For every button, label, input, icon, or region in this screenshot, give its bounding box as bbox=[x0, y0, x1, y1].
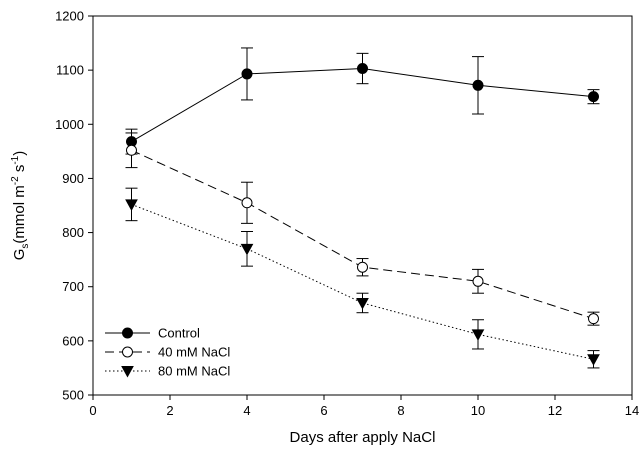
data-point bbox=[125, 199, 138, 211]
legend-item: Control bbox=[105, 326, 200, 341]
data-point bbox=[241, 68, 253, 80]
y-axis-title-sup1: -2 bbox=[10, 176, 21, 185]
x-tick-label: 8 bbox=[397, 403, 404, 418]
data-point bbox=[241, 197, 253, 209]
y-tick-label: 900 bbox=[62, 171, 84, 186]
y-axis-title-unit-mid: s bbox=[11, 165, 28, 177]
series-1 bbox=[125, 47, 600, 155]
data-point bbox=[587, 354, 600, 366]
y-axis-title: Gs(mmol m-2 s-1) bbox=[10, 151, 31, 260]
x-axis-title: Days after apply NaCl bbox=[290, 429, 436, 446]
x-tick-label: 0 bbox=[89, 403, 96, 418]
y-axis-title-sup2: -1 bbox=[10, 155, 21, 164]
y-tick-label: 500 bbox=[62, 388, 84, 403]
series-2 bbox=[125, 132, 600, 326]
x-tick-label: 4 bbox=[243, 403, 250, 418]
x-tick-label: 2 bbox=[166, 403, 173, 418]
y-tick-label: 800 bbox=[62, 225, 84, 240]
series-3 bbox=[125, 187, 600, 369]
legend-item: 80 mM NaCl bbox=[105, 364, 230, 379]
x-tick-label: 6 bbox=[320, 403, 327, 418]
series-group bbox=[125, 47, 600, 369]
data-point bbox=[240, 243, 254, 256]
y-axis-title-sub: s bbox=[20, 244, 31, 249]
x-tick-label: 12 bbox=[548, 403, 562, 418]
legend-label: 40 mM NaCl bbox=[158, 345, 230, 360]
legend-marker bbox=[122, 346, 133, 358]
data-point bbox=[357, 261, 368, 273]
data-point bbox=[471, 329, 485, 341]
plot-frame bbox=[92, 15, 633, 396]
y-axis-title-base: G bbox=[11, 249, 28, 261]
y-tick-label: 700 bbox=[62, 279, 84, 294]
x-tick-label: 14 bbox=[625, 403, 639, 418]
data-point bbox=[588, 313, 599, 325]
legend-marker bbox=[121, 366, 134, 378]
data-point bbox=[472, 275, 484, 287]
legend-item: 40 mM NaCl bbox=[105, 345, 230, 360]
data-point bbox=[588, 91, 599, 103]
y-axis-title-unit-suffix: ) bbox=[11, 151, 28, 156]
axes-group: 0 2 4 6 8 10 12 14 500 600 700 800 900 1000 1100 1200 bbox=[55, 9, 639, 419]
legend-label: 80 mM NaCl bbox=[158, 364, 230, 379]
data-point bbox=[356, 297, 369, 310]
y-tick-label: 600 bbox=[62, 333, 84, 348]
y-axis-title-unit-prefix: (mmol m bbox=[11, 185, 28, 243]
legend-label: Control bbox=[158, 326, 200, 341]
data-point bbox=[357, 63, 368, 75]
y-tick-label: 1100 bbox=[56, 63, 84, 78]
series-line bbox=[131, 203, 594, 360]
legend-marker bbox=[122, 327, 133, 339]
legend: Control 40 mM NaCl 80 mM NaCl bbox=[105, 326, 230, 379]
data-point bbox=[472, 79, 484, 91]
y-tick-label: 1000 bbox=[55, 117, 84, 132]
y-tick-label: 1200 bbox=[55, 9, 84, 24]
x-tick-label: 10 bbox=[471, 403, 485, 418]
data-point bbox=[126, 144, 137, 156]
